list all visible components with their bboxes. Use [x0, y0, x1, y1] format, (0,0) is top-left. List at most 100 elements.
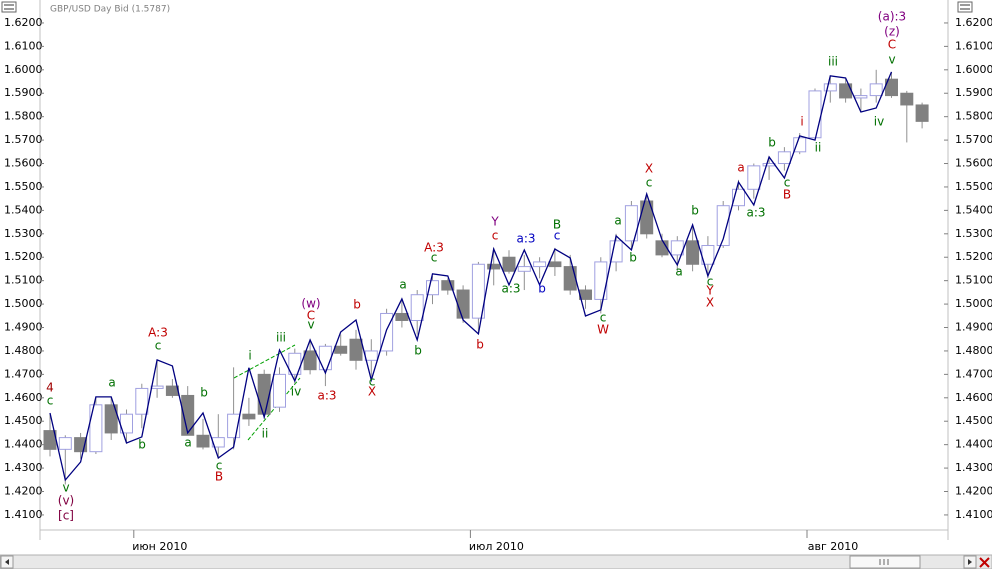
up-candle [594, 261, 608, 300]
up-candle [808, 90, 822, 139]
wave-label: [c] [58, 509, 74, 523]
wave-label: c [216, 459, 223, 473]
wave-label: a [737, 161, 744, 175]
y-tick-label-right: 1.6200 [955, 16, 992, 29]
wave-label: c [646, 176, 653, 190]
up-candle [777, 151, 791, 165]
y-tick-label-right: 1.4600 [955, 391, 992, 404]
y-tick-label: 1.4700 [4, 367, 43, 380]
y-tick-label: 1.5600 [4, 157, 43, 170]
wave-label: X [645, 162, 653, 176]
down-candle [334, 345, 348, 354]
wave-label: b [353, 298, 361, 312]
down-candle [686, 240, 700, 265]
up-candle [747, 165, 761, 190]
up-candle [364, 350, 378, 361]
wave-label: c [47, 394, 54, 408]
wave-label: ii [262, 427, 269, 441]
y-tick-label-right: 1.4500 [955, 414, 992, 427]
down-candle [104, 404, 118, 434]
up-candle [793, 137, 807, 153]
wave-label: a:3 [501, 282, 520, 296]
wave-label: v [62, 481, 69, 495]
wave-label: c [492, 229, 499, 243]
up-candle [410, 294, 424, 321]
x-tick-label: авг 2010 [808, 540, 859, 553]
wave-label: b [538, 282, 546, 296]
up-candle [762, 163, 776, 167]
y-tick-label: 1.4400 [4, 438, 43, 451]
wave-label: b [691, 204, 699, 218]
y-tick-label-right: 1.4400 [955, 438, 992, 451]
down-candle [900, 92, 914, 106]
down-candle [303, 350, 317, 371]
wave-label: c [554, 229, 561, 243]
wave-label: v [307, 318, 314, 332]
wave-label: X [368, 385, 376, 399]
scrollbar[interactable] [0, 554, 992, 569]
wave-label: iii [276, 331, 286, 345]
down-candle [456, 289, 470, 319]
wave-label: B [783, 188, 791, 202]
chart-title: GBP/USD Day Bid (1.5787) [50, 5, 170, 15]
wave-label: B [215, 470, 223, 484]
zoom-icon-right[interactable] [957, 1, 973, 13]
up-candle [517, 266, 531, 272]
y-tick-label: 1.4800 [4, 344, 43, 357]
up-candle [716, 205, 730, 247]
down-candle [487, 263, 501, 270]
y-tick-label-right: 1.5200 [955, 250, 992, 263]
y-tick-label: 1.5000 [4, 297, 43, 310]
wave-label: a:3 [317, 389, 336, 403]
y-tick-label-right: 1.5100 [955, 274, 992, 287]
up-candle [624, 205, 638, 242]
down-candle [196, 434, 210, 448]
y-tick-label: 1.6100 [4, 39, 43, 52]
up-candle [533, 261, 547, 268]
up-candle [89, 404, 103, 453]
wave-label: (a):3 [878, 10, 906, 24]
y-tick-label-right: 1.5300 [955, 227, 992, 240]
wave-label: c [155, 339, 162, 353]
down-candle [502, 256, 516, 272]
y-tick-label-right: 1.5500 [955, 180, 992, 193]
wave-label: W [597, 323, 609, 337]
wave-label: Y [490, 215, 499, 229]
y-tick-label: 1.4600 [4, 391, 43, 404]
wave-label: a [675, 265, 682, 279]
y-tick-label-right: 1.4900 [955, 321, 992, 334]
up-candle [823, 83, 837, 92]
down-candle [563, 266, 577, 291]
wave-label: b [200, 386, 208, 400]
y-tick-label: 1.4900 [4, 321, 43, 334]
up-candle [609, 240, 623, 263]
up-candle [854, 95, 868, 99]
wave-label: a [108, 376, 115, 390]
y-tick-label-right: 1.4300 [955, 461, 992, 474]
wave-label: ii [815, 141, 822, 155]
wave-label: b [138, 438, 146, 452]
y-tick-label: 1.5300 [4, 227, 43, 240]
y-tick-label: 1.4500 [4, 414, 43, 427]
up-candle [318, 345, 332, 371]
y-tick-label: 1.4200 [4, 485, 43, 498]
y-tick-label: 1.5100 [4, 274, 43, 287]
wave-label: a [184, 436, 191, 450]
zoom-icon-left[interactable] [1, 1, 17, 13]
channel-line [233, 344, 296, 379]
y-tick-label: 1.5700 [4, 133, 43, 146]
y-tick-label-right: 1.4100 [955, 508, 992, 521]
up-candle [869, 83, 883, 97]
x-tick-label: июл 2010 [469, 540, 524, 553]
y-tick-label: 1.6200 [4, 16, 43, 29]
down-candle [165, 385, 179, 396]
y-tick-label: 1.5800 [4, 110, 43, 123]
wave-label: b [414, 344, 422, 358]
down-candle [242, 413, 256, 420]
y-tick-label-right: 1.5000 [955, 297, 992, 310]
down-candle [349, 338, 363, 361]
up-candle [471, 263, 485, 319]
y-tick-label: 1.5200 [4, 250, 43, 263]
